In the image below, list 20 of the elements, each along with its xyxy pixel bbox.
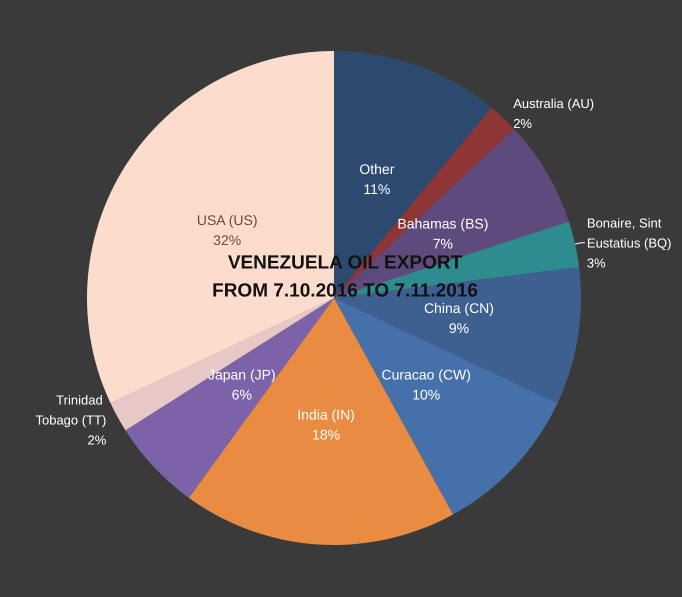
slice-label: Curacao (CW) bbox=[381, 366, 471, 383]
data-label: 9% bbox=[448, 320, 470, 336]
data-label: 6% bbox=[232, 386, 252, 403]
data-label: 7% bbox=[432, 236, 453, 252]
slice-label: Bahamas (BS) bbox=[397, 216, 488, 232]
data-label: 10% bbox=[412, 386, 440, 403]
slice-label: Bonaire, Sint Eustatius (BQ) bbox=[586, 215, 672, 250]
slice-label: USA (US) bbox=[196, 212, 258, 228]
slice-label: Australia (AU) bbox=[513, 96, 594, 112]
data-label: 2% bbox=[88, 432, 107, 448]
slice-label: Other bbox=[359, 160, 395, 177]
slice-label: Japan (JP) bbox=[208, 366, 276, 383]
slice-label: Trinidad Tobago (TT) bbox=[35, 392, 106, 428]
data-label: 11% bbox=[363, 180, 390, 197]
data-label: 32% bbox=[213, 232, 242, 248]
slice-label: India (IN) bbox=[297, 406, 355, 422]
data-label: 3% bbox=[586, 255, 606, 270]
data-label: 2% bbox=[513, 116, 532, 132]
slice-label: China (CN) bbox=[424, 300, 494, 316]
data-label: 18% bbox=[312, 426, 340, 442]
